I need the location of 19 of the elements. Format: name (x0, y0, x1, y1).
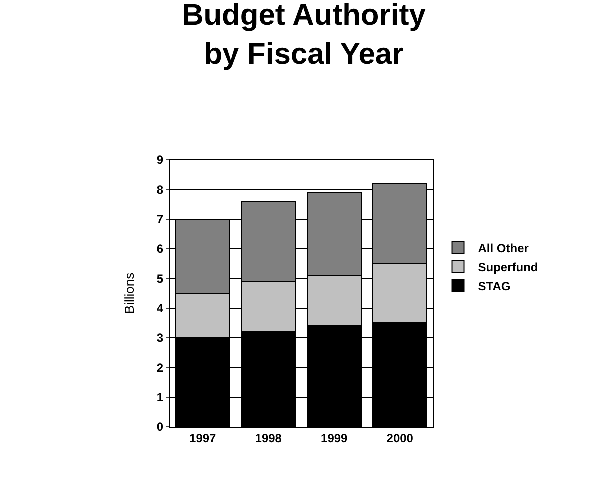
x-tick-label: 1998 (255, 431, 282, 446)
x-tick-label: 2000 (386, 431, 414, 446)
x-tick-label: 1997 (190, 431, 217, 446)
legend-label: Superfund (478, 260, 538, 274)
y-tick-label: 4 (156, 302, 164, 316)
y-tick-label: 1 (156, 390, 164, 405)
y-tick-label: 3 (156, 331, 164, 346)
y-tick-label: 9 (156, 153, 164, 168)
legend-label: STAG (478, 279, 511, 294)
x-tick-label: 1999 (321, 431, 348, 446)
y-tick-label: 6 (156, 242, 164, 256)
y-tick-label: 7 (156, 212, 164, 227)
y-tick-label: 0 (156, 420, 164, 434)
y-tick-label: 8 (156, 182, 164, 197)
chart-title: Budget Authority by Fiscal Year (182, 0, 426, 71)
y-tick-label: 2 (156, 360, 164, 375)
y-tick-label: 5 (156, 272, 164, 286)
legend-label: All Other (478, 241, 530, 256)
y-axis-title: Billions (122, 272, 137, 314)
